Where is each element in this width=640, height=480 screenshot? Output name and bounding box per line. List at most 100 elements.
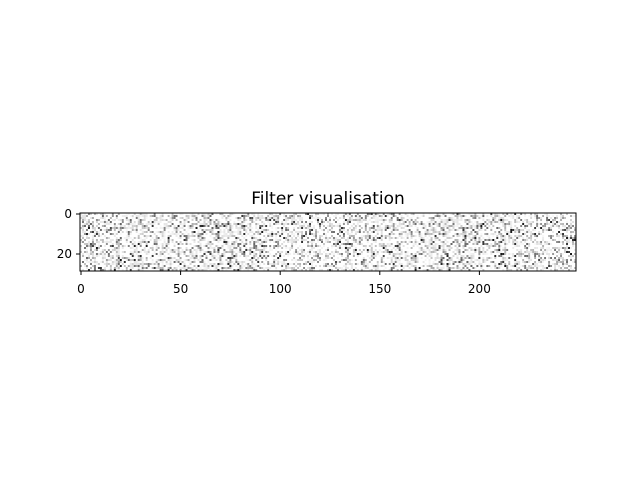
heatmap-cell [239, 235, 242, 238]
heatmap-cell [440, 233, 443, 236]
heatmap-cell [572, 249, 575, 252]
heatmap-cell [329, 213, 332, 216]
heatmap-cell [187, 247, 190, 250]
heatmap-cell [384, 213, 387, 216]
heatmap-cell [197, 227, 200, 230]
heatmap-cell [574, 221, 577, 224]
heatmap-cell [456, 215, 459, 218]
heatmap-cell [149, 231, 152, 234]
heatmap-cell [299, 219, 302, 222]
heatmap-cell [526, 241, 529, 244]
heatmap-cell [376, 241, 379, 244]
heatmap-cell [382, 231, 385, 234]
heatmap-cell [404, 249, 407, 252]
heatmap-cell [522, 231, 525, 234]
heatmap-cell [283, 239, 286, 242]
heatmap-cell [466, 245, 469, 248]
heatmap-cell [121, 249, 124, 252]
heatmap-cell [452, 215, 455, 218]
heatmap-cell [416, 229, 419, 232]
heatmap-cell [113, 213, 116, 216]
heatmap-cell [299, 251, 302, 254]
heatmap-cell [115, 221, 118, 224]
heatmap-cell [277, 219, 280, 222]
heatmap-cell [516, 213, 519, 216]
heatmap-cell [247, 245, 250, 248]
heatmap-cell [265, 215, 268, 218]
heatmap-cell [556, 249, 559, 252]
heatmap-cell [538, 227, 541, 230]
heatmap-cell [161, 245, 164, 248]
heatmap-cell [426, 231, 429, 234]
heatmap-cell [279, 229, 282, 232]
heatmap-cell [392, 225, 395, 228]
heatmap-cell [484, 237, 487, 240]
heatmap-cell [193, 243, 196, 246]
heatmap-cell [474, 235, 477, 238]
heatmap-cell [279, 243, 282, 246]
heatmap-cell [121, 223, 124, 226]
heatmap-cell [518, 231, 521, 234]
heatmap-cell [317, 217, 320, 220]
heatmap-cell [514, 241, 517, 244]
heatmap-cell [344, 245, 347, 248]
heatmap-cell [213, 221, 216, 224]
heatmap-cell [245, 217, 248, 220]
heatmap-cell [139, 217, 142, 220]
heatmap-cells [80, 213, 577, 272]
heatmap-cell [187, 223, 190, 226]
heatmap-cell [554, 247, 557, 250]
heatmap-cell [211, 243, 214, 246]
heatmap-cell [327, 249, 330, 252]
heatmap-cell [544, 223, 547, 226]
heatmap-cell [173, 241, 176, 244]
heatmap-cell [532, 221, 535, 224]
heatmap-cell [438, 233, 441, 236]
heatmap-cell [233, 237, 236, 240]
heatmap-cell [127, 225, 130, 228]
heatmap-cell [492, 213, 495, 216]
heatmap-cell [498, 245, 501, 248]
heatmap-cell [380, 227, 383, 230]
heatmap-cell [281, 221, 284, 224]
heatmap-cell [223, 249, 226, 252]
heatmap-cell [303, 227, 306, 230]
heatmap-cell [380, 235, 383, 238]
heatmap-cell [283, 223, 286, 226]
heatmap-cell [454, 247, 457, 250]
heatmap-cell [374, 231, 377, 234]
heatmap-cell [123, 213, 126, 216]
heatmap-cell [438, 219, 441, 222]
heatmap-cell [452, 245, 455, 248]
heatmap-cell [125, 239, 128, 242]
heatmap-cell [323, 239, 326, 242]
heatmap-cell [299, 215, 302, 218]
heatmap-cell [119, 243, 122, 246]
heatmap-cell [402, 251, 405, 254]
heatmap-cell [177, 247, 180, 250]
heatmap-cell [129, 221, 132, 224]
heatmap-cell [193, 251, 196, 254]
heatmap-cell [289, 247, 292, 250]
heatmap-cell [91, 247, 94, 250]
heatmap-cell [540, 245, 543, 248]
heatmap-cell [233, 215, 236, 218]
heatmap-cell [183, 215, 186, 218]
heatmap-cell [165, 227, 168, 230]
heatmap-cell [205, 215, 208, 218]
heatmap-cell [432, 227, 435, 230]
heatmap-cell [456, 247, 459, 250]
heatmap-cell [416, 217, 419, 220]
heatmap-cell [169, 243, 172, 246]
heatmap-cell [151, 231, 154, 234]
heatmap-cell [378, 221, 381, 224]
heatmap-cell [249, 215, 252, 218]
heatmap-cell [462, 237, 465, 240]
heatmap-cell [327, 251, 330, 254]
heatmap-cell [418, 243, 421, 246]
heatmap-cell [201, 229, 204, 232]
heatmap-cell [426, 243, 429, 246]
heatmap-cell [149, 219, 152, 222]
heatmap-cell [500, 245, 503, 248]
heatmap-cell [151, 221, 154, 224]
